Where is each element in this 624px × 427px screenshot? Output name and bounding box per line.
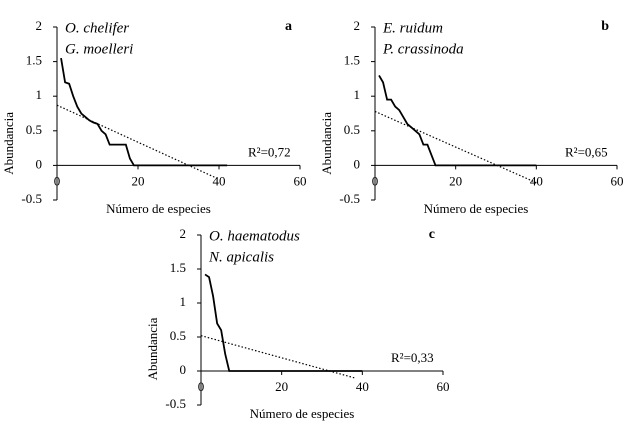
x-tick-label: 20 xyxy=(449,173,462,188)
y-tick-label: 0 xyxy=(354,156,361,171)
x-axis-label: Número de especies xyxy=(106,201,211,216)
x-tick-label: 40 xyxy=(530,173,543,188)
panel-label: c xyxy=(429,227,435,242)
x-tick-label: 40 xyxy=(213,173,226,188)
species-label: P. crassinoda xyxy=(382,41,464,57)
r2-label: R²=0,72 xyxy=(248,144,291,159)
panel-label: b xyxy=(601,19,609,34)
x-tick-label: 0 xyxy=(54,173,61,188)
data-line xyxy=(378,74,537,167)
r2-label: R²=0,65 xyxy=(565,144,608,159)
data-line xyxy=(204,273,363,372)
y-tick-label: 0.5 xyxy=(170,328,186,343)
y-tick-label: 1.5 xyxy=(26,53,42,68)
y-tick-label: 2 xyxy=(36,18,43,33)
y-tick-label: 1 xyxy=(36,87,43,102)
x-tick-label: 0 xyxy=(372,173,379,188)
x-axis-label: Número de especies xyxy=(250,406,355,421)
y-tick-label: -0.5 xyxy=(339,191,360,206)
species-label: E. ruidum xyxy=(382,20,443,36)
species-label: G. moelleri xyxy=(65,41,133,57)
y-tick-label: 1 xyxy=(354,87,361,102)
y-tick-label: 1 xyxy=(180,294,187,309)
y-tick-label: -0.5 xyxy=(165,396,186,411)
y-tick-label: 0.5 xyxy=(344,122,360,137)
species-label: O. haematodus xyxy=(209,228,300,244)
x-tick-label: 0 xyxy=(198,379,205,394)
x-tick-label: 60 xyxy=(611,173,624,188)
species-label: N. apicalis xyxy=(208,249,274,265)
y-axis-label: Abundancia xyxy=(145,317,160,380)
y-tick-label: 0 xyxy=(180,362,187,377)
x-axis-label: Número de especies xyxy=(424,201,529,216)
x-tick-label: 20 xyxy=(275,379,288,394)
y-tick-label: 1.5 xyxy=(170,260,186,275)
x-tick-label: 60 xyxy=(294,173,307,188)
y-tick-label: 2 xyxy=(180,226,187,241)
data-line xyxy=(60,57,228,167)
x-tick-label: 20 xyxy=(132,173,145,188)
y-tick-label: -0.5 xyxy=(21,191,42,206)
y-tick-label: 0.5 xyxy=(26,122,42,137)
y-axis-label: Abundancia xyxy=(319,112,334,175)
r2-label: R²=0,33 xyxy=(391,350,434,365)
species-label: O. chelifer xyxy=(65,20,129,36)
y-tick-label: 1.5 xyxy=(344,53,360,68)
x-tick-label: 60 xyxy=(437,379,450,394)
data-line xyxy=(56,104,220,180)
data-line xyxy=(374,110,537,184)
y-tick-label: 0 xyxy=(36,156,43,171)
y-tick-label: 2 xyxy=(354,18,361,33)
x-tick-label: 40 xyxy=(356,379,369,394)
y-axis-label: Abundancia xyxy=(1,112,16,175)
panel-label: a xyxy=(285,19,292,34)
